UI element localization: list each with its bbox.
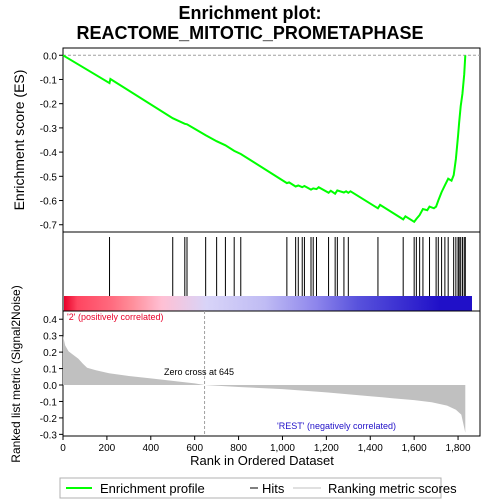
metric-y-tick-label: 0.4 — [43, 315, 57, 326]
legend-label: Hits — [262, 481, 285, 496]
hits-marks — [109, 237, 466, 296]
positive-correlation-label: '2' (positively correlated) — [67, 312, 163, 322]
metric-y-tick-label: 0.1 — [43, 365, 57, 376]
x-axis: 0 200 400 600 800 1,000 1,200 1,400 1,600 1,800 — [60, 436, 471, 454]
es-y-tick-label: -0.6 — [40, 197, 58, 208]
es-y-tick-label: -0.2 — [40, 100, 58, 111]
chart-title-line1: Enrichment plot: — [179, 3, 322, 23]
es-y-label: Enrichment score (ES) — [11, 70, 27, 211]
legend-label: Enrichment profile — [100, 481, 205, 496]
es-y-tick-label: -0.1 — [40, 75, 58, 86]
x-tick-label: 1,600 — [402, 443, 427, 454]
es-y-axis: 0.0 -0.1 -0.2 -0.3 -0.4 -0.5 -0.6 -0.7 — [40, 51, 480, 232]
metric-y-label: Ranked list metric (Signal2Noise) — [9, 285, 23, 462]
metric-y-tick-label: -0.3 — [40, 430, 58, 441]
x-tick-label: 1,000 — [270, 443, 295, 454]
rank-color-bar — [64, 296, 472, 311]
x-tick-label: 1,200 — [314, 443, 339, 454]
x-tick-label: 0 — [60, 443, 66, 454]
es-y-tick-label: -0.5 — [40, 172, 58, 183]
es-y-tick-label: -0.3 — [40, 124, 58, 135]
x-axis-label: Rank in Ordered Dataset — [190, 453, 334, 468]
metric-y-tick-label: 0.0 — [43, 381, 57, 392]
enrichment-profile-line — [62, 54, 467, 224]
negative-correlation-label: 'REST' (negatively correlated) — [277, 421, 396, 431]
x-tick-label: 1,400 — [358, 443, 383, 454]
chart-title-line2: REACTOME_MITOTIC_PROMETAPHASE — [76, 23, 423, 43]
metric-panel-frame — [62, 310, 481, 437]
zero-cross-label: Zero cross at 645 — [164, 367, 234, 377]
ranking-metric-area — [63, 335, 466, 433]
es-y-tick-label: -0.7 — [40, 221, 58, 232]
es-y-tick-label: 0.0 — [43, 51, 57, 62]
metric-y-tick-label: 0.2 — [43, 348, 57, 359]
x-tick-label: 600 — [186, 443, 203, 454]
es-y-tick-label: -0.4 — [40, 148, 58, 159]
x-tick-label: 400 — [142, 443, 159, 454]
x-tick-label: 800 — [230, 443, 247, 454]
x-tick-label: 1,800 — [446, 443, 471, 454]
metric-y-tick-label: -0.1 — [40, 397, 58, 408]
metric-y-axis: 0.4 0.3 0.2 0.1 0.0 -0.1 -0.2 -0.3 — [40, 315, 63, 441]
x-tick-label: 200 — [99, 443, 116, 454]
metric-y-tick-label: 0.3 — [43, 332, 57, 343]
legend: Enrichment profile Hits Ranking metric sco… — [66, 481, 457, 496]
legend-label: Ranking metric scores — [328, 481, 457, 496]
metric-y-tick-label: -0.2 — [40, 414, 58, 425]
es-panel-frame — [62, 47, 481, 233]
